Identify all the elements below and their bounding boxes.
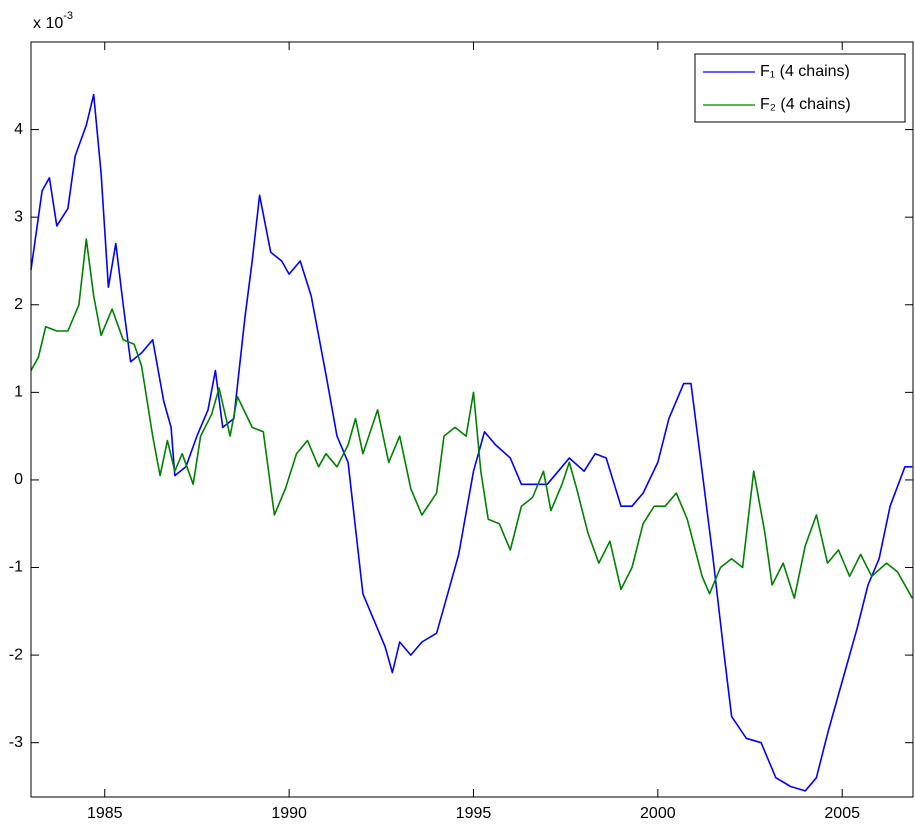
line [30,93,913,792]
x-tick-label: 1985 [87,805,123,822]
line [30,238,913,599]
y-tick-label: -3 [9,734,23,751]
x-tick-label: 2000 [640,805,676,822]
y-tick-label: 1 [14,384,23,401]
multiplier-base: x 10 [33,15,63,32]
y-tick-label: 0 [14,471,23,488]
legend: F₁ (4 chains) F₂ (4 chains) [694,53,906,123]
legend-box [694,53,906,123]
legend-label: F₁ (4 chains) [760,63,850,80]
multiplier-exponent: -3 [63,10,73,22]
axis-multiplier: x 10-3 [33,10,73,32]
x-tick-label: 2005 [824,805,860,822]
y-tick-label: 4 [14,121,23,138]
plot-frame [30,41,914,798]
y-tick-label: 3 [14,208,23,225]
x-tick-label: 1995 [456,805,492,822]
x-tick-label: 1990 [271,805,307,822]
y-tick-label: -1 [9,559,23,576]
y-tick-label: -2 [9,646,23,663]
y-tick-label: 2 [14,296,23,313]
legend-label: F₂ (4 chains) [760,96,851,113]
